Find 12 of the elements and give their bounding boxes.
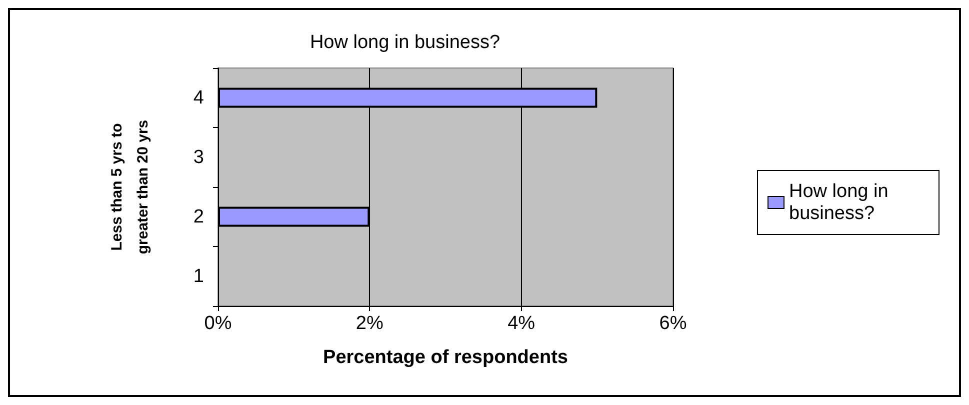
y-tick-label: 2 xyxy=(193,206,204,228)
x-axis-title: Percentage of respondents xyxy=(323,347,568,368)
x-tick-label: 4% xyxy=(508,313,536,334)
y-tick-label: 4 xyxy=(193,87,204,108)
y-axis-title: Less than 5 yrs to greater than 20 yrs xyxy=(108,120,152,254)
chart-title: How long in business? xyxy=(310,32,500,53)
y-tick-label: 3 xyxy=(193,146,204,168)
x-tick-label: 2% xyxy=(356,313,384,334)
x-tick-label: 0% xyxy=(204,313,232,334)
legend-label: How long in business? xyxy=(789,181,894,224)
y-tick-label: 1 xyxy=(193,266,204,287)
x-tick-label: 6% xyxy=(659,313,687,334)
